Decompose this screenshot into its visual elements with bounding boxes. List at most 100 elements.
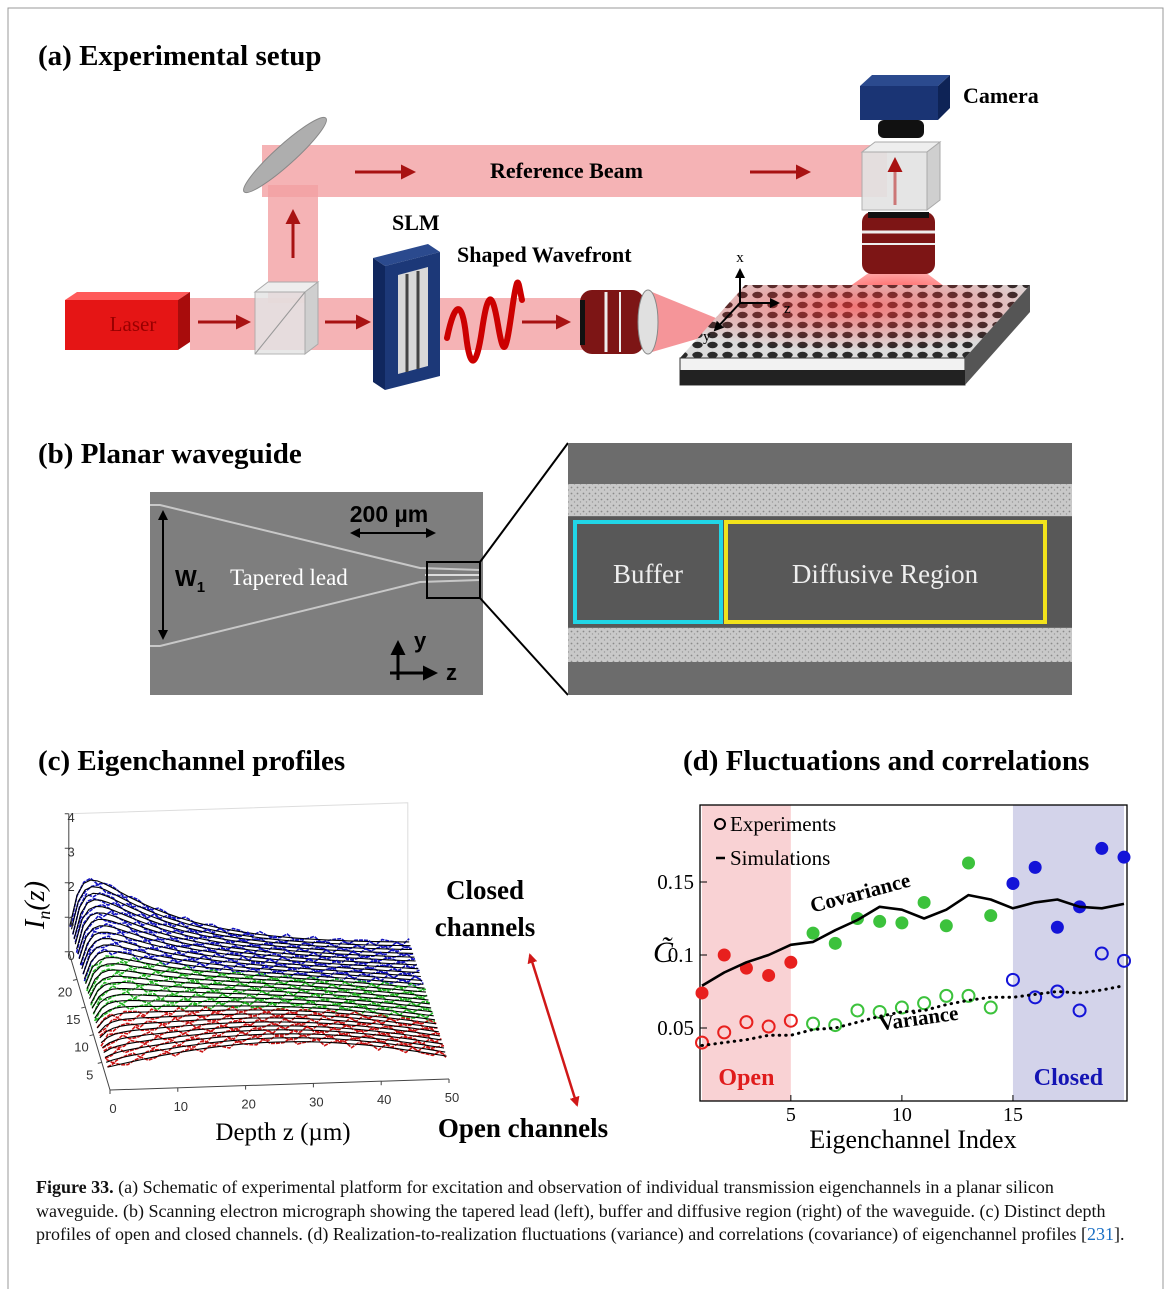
open-label: Open channels bbox=[438, 1113, 608, 1143]
setup-diagram-part bbox=[243, 116, 327, 194]
profile-curve bbox=[94, 1000, 434, 1019]
experiment-point bbox=[983, 1000, 998, 1015]
profile-curve bbox=[106, 1037, 446, 1063]
profile-curve bbox=[81, 938, 421, 978]
axis-label: x bbox=[736, 250, 744, 266]
slm-label: SLM bbox=[392, 210, 440, 235]
chart-title: (d) Fluctuations and correlations bbox=[683, 745, 1089, 777]
waveguide-micrograph-part bbox=[724, 520, 1047, 624]
experiment-point bbox=[1117, 850, 1131, 864]
depth-tick bbox=[89, 1034, 94, 1037]
experiment-point bbox=[1005, 972, 1020, 987]
setup-diagram-part bbox=[680, 370, 965, 385]
depth-tick-label: 10 bbox=[74, 1040, 88, 1055]
profile-curve bbox=[69, 879, 410, 943]
width-label-sub: 1 bbox=[197, 579, 205, 596]
setup-diagram-part bbox=[868, 212, 929, 218]
width-label-main: W bbox=[175, 565, 197, 591]
waveguide-micrograph-part bbox=[573, 520, 723, 624]
setup-diagram-part bbox=[254, 291, 306, 355]
x-tick-label: 15 bbox=[1003, 1104, 1023, 1126]
setup-diagram-part bbox=[637, 289, 659, 355]
profile-curve bbox=[102, 1025, 442, 1049]
experiment-point bbox=[939, 919, 953, 933]
experiment-point bbox=[984, 909, 998, 923]
setup-diagram-part bbox=[398, 267, 428, 374]
axis-box bbox=[109, 1078, 450, 1091]
setup-diagram-part bbox=[444, 279, 525, 364]
profile-curve bbox=[76, 912, 416, 962]
profile-curve bbox=[92, 994, 433, 1014]
caption-end: ]. bbox=[1114, 1224, 1125, 1245]
axis-label: y bbox=[703, 329, 711, 345]
experiment-point bbox=[962, 856, 976, 870]
depth-tick-label: 5 bbox=[86, 1067, 93, 1082]
z-tick-label: 4 bbox=[68, 810, 75, 825]
annotation: Variance bbox=[878, 1001, 960, 1036]
legend-label: Experiments bbox=[730, 812, 836, 836]
experiment-point bbox=[850, 1003, 865, 1018]
simulation-line bbox=[701, 893, 1125, 987]
experiment-point bbox=[939, 988, 954, 1003]
beam-label: Reference Beam bbox=[490, 158, 643, 183]
experiment-point bbox=[1028, 990, 1043, 1005]
profile-curve bbox=[90, 981, 430, 1005]
x-tick-label: 0 bbox=[109, 1101, 116, 1116]
citation-link[interactable]: 231 bbox=[1087, 1224, 1115, 1245]
experiment-point bbox=[1050, 984, 1065, 999]
panel-title: (b) Planar waveguide bbox=[38, 438, 302, 470]
experiment-point bbox=[1072, 1003, 1087, 1018]
experiment-point bbox=[1006, 876, 1020, 890]
eigenchannel-profiles: (c) Eigenchannel profiles In(z) Depth z … bbox=[20, 745, 608, 1146]
setup-diagram-part bbox=[860, 75, 950, 86]
experiment-point bbox=[917, 996, 932, 1011]
profile-curve bbox=[87, 969, 428, 997]
experiment-point bbox=[762, 968, 776, 982]
profile-curve bbox=[107, 1037, 448, 1068]
x-tick-label: 5 bbox=[786, 1104, 796, 1126]
waveguide-micrograph-part bbox=[479, 442, 569, 563]
y-tick-label: 0.15 bbox=[657, 870, 694, 894]
profile-curve bbox=[79, 931, 420, 974]
profile-curve bbox=[70, 886, 411, 947]
experiment-point bbox=[1094, 946, 1109, 961]
y-tick-label: 0.05 bbox=[657, 1016, 694, 1040]
experiment-point bbox=[1095, 841, 1109, 855]
setup-diagram-part bbox=[580, 300, 585, 345]
figure-frame bbox=[7, 7, 1164, 1289]
setup-diagram-part bbox=[938, 75, 950, 120]
wavefront-label: Shaped Wavefront bbox=[457, 242, 632, 267]
depth-tick bbox=[81, 1006, 86, 1009]
experiment-point bbox=[894, 1000, 909, 1015]
y-label-main: I bbox=[20, 918, 51, 930]
experiment-point bbox=[806, 1016, 821, 1031]
experiment-point bbox=[895, 916, 909, 930]
experiment-point bbox=[1028, 860, 1042, 874]
axis-label: y bbox=[414, 628, 427, 653]
waveguide-micrograph-part bbox=[568, 484, 1072, 516]
setup-diagram: (a) Experimental setup Laser x z y Camer… bbox=[38, 40, 1039, 390]
region bbox=[1012, 805, 1124, 1101]
profile-curve bbox=[99, 1017, 439, 1039]
experiment-point bbox=[717, 1025, 732, 1040]
experiment-point bbox=[739, 1015, 754, 1030]
z-tick-label: 3 bbox=[68, 844, 75, 859]
caption: Figure 33. (a) Schematic of experimental… bbox=[36, 1176, 1136, 1247]
panel-title: (a) Experimental setup bbox=[38, 40, 322, 72]
experiment-point bbox=[761, 1019, 776, 1034]
profile-curve bbox=[95, 1005, 435, 1024]
setup-diagram-part bbox=[373, 244, 440, 266]
profile-curve bbox=[87, 967, 428, 1000]
axis-box bbox=[68, 802, 409, 941]
profile-curve bbox=[85, 956, 425, 989]
closed-label: Closed bbox=[446, 875, 524, 905]
x-tick-label: 20 bbox=[241, 1097, 255, 1112]
experiment-point bbox=[1050, 920, 1064, 934]
profile-curve bbox=[86, 963, 426, 993]
profile-curve bbox=[104, 1033, 445, 1058]
experiment-point bbox=[717, 948, 731, 962]
setup-diagram-part bbox=[926, 140, 941, 212]
caption-text: (a) Schematic of experimental platform f… bbox=[36, 1177, 1106, 1245]
